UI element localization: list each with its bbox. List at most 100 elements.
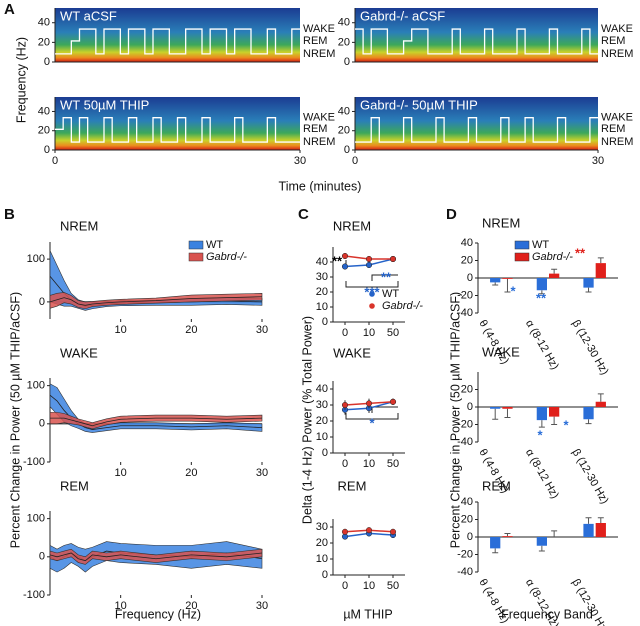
annotation: ** <box>575 245 586 260</box>
bar <box>583 278 594 288</box>
y-tick-label: 20 <box>316 286 328 298</box>
x-tick-label: 10 <box>115 324 127 336</box>
x-tick-label: 0 <box>52 155 58 167</box>
x-tick-label: 10 <box>115 600 127 612</box>
x-tick-label: θ (4-8 Hz) <box>476 577 511 625</box>
y-tick-label: 40 <box>38 105 50 117</box>
x-tick-label: 30 <box>256 324 268 336</box>
y-tick-label: 100 <box>27 253 45 265</box>
x-tick-label: 50 <box>387 458 399 470</box>
axis <box>332 519 405 576</box>
mean-line <box>49 296 263 306</box>
state-label: REM <box>601 35 625 47</box>
chart-title: REM <box>60 478 89 493</box>
legend-label: WT <box>206 239 223 251</box>
chart-title: WAKE <box>333 345 371 360</box>
state-label: NREM <box>601 136 633 148</box>
bar <box>502 536 513 537</box>
x-tick-label: 10 <box>115 467 127 479</box>
y-tick-label: 30 <box>316 399 328 411</box>
chart-title: WAKE <box>60 345 98 360</box>
x-tick-label: 0 <box>342 327 348 339</box>
axis-label: Frequency (Hz) <box>14 37 28 123</box>
y-tick-label: 0 <box>344 144 350 156</box>
bar <box>490 278 501 283</box>
x-tick-label: 50 <box>387 327 399 339</box>
state-label: REM <box>303 123 327 135</box>
state-label: NREM <box>601 48 633 60</box>
legend-swatch <box>514 240 530 250</box>
annotation: * <box>510 283 516 298</box>
chart-title: WAKE <box>482 344 520 359</box>
y-tick-label: 20 <box>338 36 350 48</box>
error-band <box>49 412 263 430</box>
axis <box>354 97 598 151</box>
y-tick-label: 40 <box>316 256 328 268</box>
legend-swatch <box>188 252 204 262</box>
x-tick-label: 30 <box>256 600 268 612</box>
y-tick-label: 10 <box>316 431 328 443</box>
axis-label: Time (minutes) <box>279 179 362 193</box>
bar <box>583 407 594 420</box>
state-label: WAKE <box>601 112 633 124</box>
y-tick-label: 20 <box>38 36 50 48</box>
y-tick-label: -100 <box>23 589 45 601</box>
hypnogram <box>55 117 300 143</box>
bar <box>502 407 513 409</box>
point <box>365 400 373 407</box>
x-tick-label: β (12-30 Hz) <box>570 318 611 377</box>
x-tick-label: α (8-12 Hz) <box>523 447 561 501</box>
annotation: * <box>537 427 543 442</box>
legend-marker <box>369 303 375 309</box>
mean-line <box>50 417 263 427</box>
y-tick-label: 40 <box>461 496 473 508</box>
axis-label: µM THIP <box>343 607 392 621</box>
bar <box>595 263 606 278</box>
state-label: NREM <box>303 136 335 148</box>
x-tick-label: 0 <box>342 458 348 470</box>
point <box>341 401 349 409</box>
panel-label: A <box>4 1 15 18</box>
state-label: WAKE <box>303 23 335 35</box>
axis-label: Delta (1-4 Hz) Power (% Total Power) <box>300 316 314 524</box>
chart-title: NREM <box>482 215 520 230</box>
bracket <box>345 274 399 288</box>
x-tick-label: 10 <box>363 458 375 470</box>
point <box>389 528 397 535</box>
legend-swatch <box>188 240 204 250</box>
chart-title: Gabrd-/- 50µM THIP <box>360 97 478 112</box>
y-tick-label: -100 <box>23 456 45 468</box>
y-tick-label: 40 <box>338 17 350 29</box>
x-tick-label: 0 <box>342 580 348 592</box>
y-tick-label: 20 <box>338 125 350 137</box>
x-tick-label: 50 <box>387 580 399 592</box>
y-tick-label: 0 <box>322 316 328 328</box>
x-tick-label: 30 <box>592 155 604 167</box>
x-tick-label: 10 <box>363 580 375 592</box>
y-tick-label: 0 <box>39 296 45 308</box>
chart-title: REM <box>482 478 511 493</box>
y-tick-label: 0 <box>467 531 473 543</box>
y-tick-label: 20 <box>316 537 328 549</box>
annotation: * <box>563 417 569 432</box>
y-tick-label: -40 <box>457 566 473 578</box>
legend-label: Gabrd-/- <box>206 251 247 263</box>
bar <box>549 407 560 417</box>
point <box>341 263 349 270</box>
y-tick-label: 100 <box>27 380 45 392</box>
axis <box>332 381 405 454</box>
y-tick-label: 40 <box>461 237 473 249</box>
state-label: REM <box>601 123 625 135</box>
annotation: * <box>369 415 375 430</box>
state-label: NREM <box>303 48 335 60</box>
y-tick-label: 10 <box>316 553 328 565</box>
mean-line <box>49 552 263 562</box>
point <box>389 398 397 405</box>
y-tick-label: 40 <box>338 105 350 117</box>
point <box>341 252 349 260</box>
annotation: ** <box>536 290 547 305</box>
bar <box>595 523 606 537</box>
axis <box>354 8 598 63</box>
error-band <box>49 548 263 565</box>
panel-label: B <box>4 206 15 223</box>
